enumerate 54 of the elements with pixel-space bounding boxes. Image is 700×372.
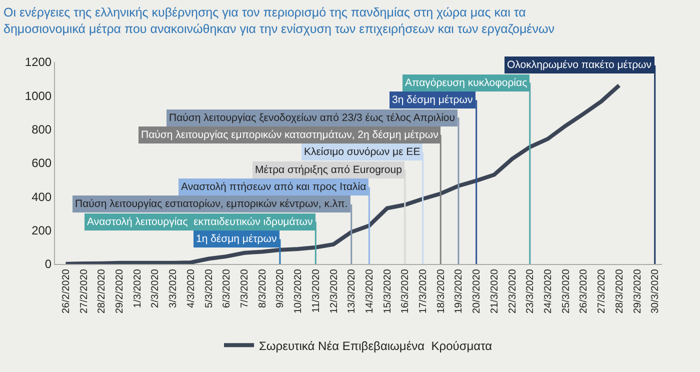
x-tick-label: 6/3/2020 [222,268,233,308]
x-tick-label: 12/3/2020 [328,268,340,314]
ref-line-label: Μέτρα στήριξης από Eurogroup [255,164,402,176]
ref-line-label: Αναστολή πτήσεων από και προς Ιταλία [181,181,366,193]
x-tick-label: 13/3/2020 [346,268,358,314]
y-tick-label: 400 [32,190,52,204]
x-tick-label: 20/3/2020 [472,268,483,314]
x-tick-label: 29/2/2020 [114,268,126,314]
x-tick-label: 5/3/2020 [204,268,215,308]
x-tick-label: 4/3/2020 [186,268,197,308]
x-tick-label: 15/3/2020 [382,268,394,314]
x-tick-label: 29/3/2020 [632,268,644,314]
x-tick-label: 23/3/2020 [525,268,536,314]
x-tick-label: 7/3/2020 [239,268,250,308]
y-tick-label: 600 [32,156,52,170]
x-tick-label: 16/3/2020 [400,268,412,314]
x-tick-label: 9/3/2020 [275,268,286,308]
x-tick-label: 10/3/2020 [293,268,304,314]
ref-line-label: 1η δέσμη μέτρων [196,233,277,245]
ref-line-label: Παύση λειτουργίας εστιατορίων, εμπορικών κέντρων, κ.λπ. [75,198,348,210]
x-tick-label: 21/3/2020 [489,268,500,314]
x-tick-label: 18/3/2020 [436,268,447,314]
x-tick-label: 26/2/2020 [60,268,72,314]
x-tick-label: 11/3/2020 [310,268,322,313]
x-tick-label: 28/2/2020 [96,268,108,314]
x-tick-label: 26/3/2020 [578,268,590,314]
ref-line-label: 3η δέσμη μέτρων [392,94,473,106]
x-tick-label: 22/3/2020 [507,268,518,314]
x-tick-label: 14/3/2020 [364,268,376,314]
ref-line-label: Κλείσιμο συνόρων με ΕΕ [304,146,420,158]
ref-line-label: Ολοκληρωμένο πακέτο μέτρων [507,59,652,71]
ref-line-label: Απαγόρευση κυκλοφορίας [405,77,528,89]
ref-line-label: Παύση λειτουργίας ξενοδοχείων από 23/3 έως τέλος Απριλίου [169,112,456,124]
legend-label: Σωρευτικά Νέα Επιβεβαιωμένα Κρούσματα [259,338,492,353]
y-tick-label: 800 [32,122,52,137]
x-tick-label: 30/3/2020 [650,268,662,314]
y-tick-label: 0 [44,257,52,272]
x-tick-label: 27/2/2020 [78,268,90,314]
chart-title: Οι ενέργειες της ελληνικής κυβέρνησης για τον περιορισμό της πανδημίας στη χώρα μας και τα δημοσιονομικά μέτρα που ανακοινώθηκαν για την ενίσχυση των επιχειρήσεων και των εργαζομένων [4,6,554,36]
ref-line-label: Αναστολή λειτουργίας εκπαιδευτικών ιδρυμάτων [87,216,313,228]
x-tick-label: 2/3/2020 [150,268,162,308]
x-tick-label: 17/3/2020 [418,268,430,314]
x-tick-label: 1/3/2020 [132,268,144,308]
y-tick-label: 1200 [24,55,52,70]
x-tick-label: 25/3/2020 [560,268,572,314]
y-tick-label: 1000 [24,88,52,103]
x-tick-label: 28/3/2020 [614,268,626,314]
y-tick-label: 200 [32,224,52,238]
x-tick-label: 3/3/2020 [168,268,180,308]
x-tick-label: 27/3/2020 [596,268,608,314]
ref-line-label: Παύση λειτουργίας εμπορικών καταστημάτων, 2η δέσμη μέτρων [141,129,438,141]
x-tick-label: 8/3/2020 [257,268,268,308]
x-tick-label: 19/3/2020 [454,268,465,314]
x-tick-label: 24/3/2020 [542,268,554,314]
